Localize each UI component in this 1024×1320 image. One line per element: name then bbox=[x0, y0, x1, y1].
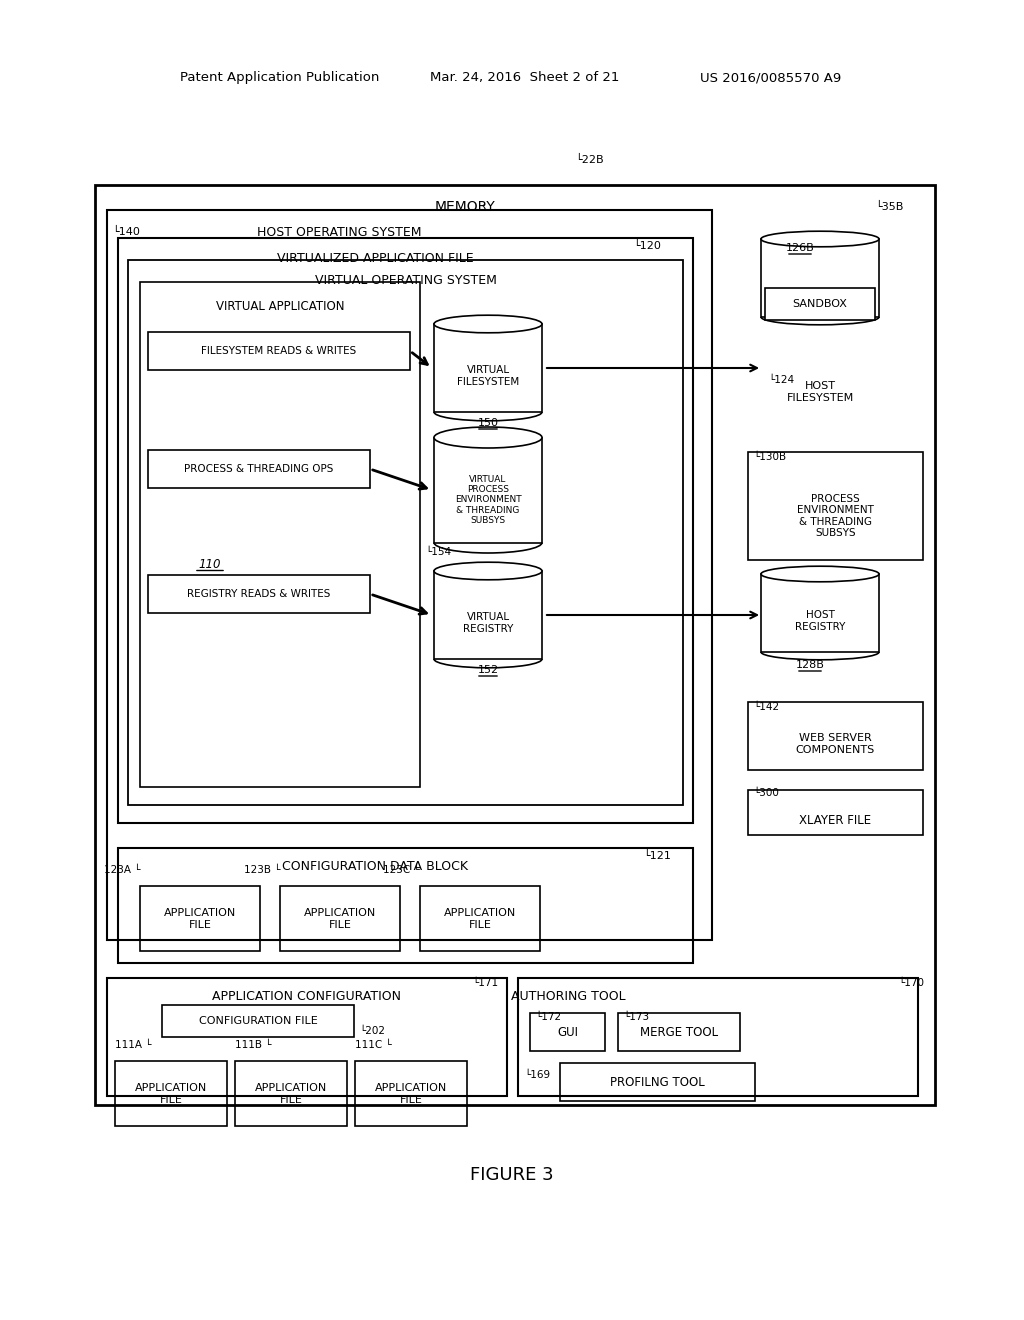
Text: VIRTUAL OPERATING SYSTEM: VIRTUAL OPERATING SYSTEM bbox=[314, 273, 497, 286]
Text: VIRTUAL
PROCESS
ENVIRONMENT
& THREADING
SUBSYS: VIRTUAL PROCESS ENVIRONMENT & THREADING … bbox=[455, 475, 521, 525]
Text: └124: └124 bbox=[768, 375, 795, 385]
Text: └154: └154 bbox=[425, 546, 452, 557]
Text: 123B └: 123B └ bbox=[244, 865, 280, 875]
Text: PROCESS & THREADING OPS: PROCESS & THREADING OPS bbox=[184, 465, 334, 474]
Text: FIGURE 3: FIGURE 3 bbox=[470, 1166, 554, 1184]
Ellipse shape bbox=[434, 315, 542, 333]
Text: APPLICATION
FILE: APPLICATION FILE bbox=[304, 908, 376, 929]
Ellipse shape bbox=[761, 231, 879, 247]
Text: FILESYSTEM READS & WRITES: FILESYSTEM READS & WRITES bbox=[202, 346, 356, 356]
Text: XLAYER FILE: XLAYER FILE bbox=[800, 814, 871, 828]
Text: HOST
REGISTRY: HOST REGISTRY bbox=[795, 610, 845, 632]
Text: 126B: 126B bbox=[785, 243, 814, 253]
Text: HOST
FILESYSTEM: HOST FILESYSTEM bbox=[786, 381, 854, 403]
Text: SANDBOX: SANDBOX bbox=[793, 300, 848, 309]
Bar bbox=[118, 238, 693, 822]
Text: Patent Application Publication: Patent Application Publication bbox=[180, 71, 379, 84]
Text: 152: 152 bbox=[477, 665, 499, 675]
Text: └300: └300 bbox=[753, 788, 779, 799]
Text: GUI: GUI bbox=[557, 1026, 578, 1039]
Bar bbox=[748, 702, 923, 770]
Bar bbox=[434, 572, 542, 659]
Bar bbox=[560, 1063, 755, 1101]
Bar bbox=[761, 239, 879, 317]
Bar bbox=[434, 323, 542, 412]
Bar bbox=[748, 451, 923, 560]
Text: └140: └140 bbox=[112, 227, 140, 238]
Bar bbox=[148, 333, 410, 370]
Text: 128B: 128B bbox=[796, 660, 824, 671]
Text: └173: └173 bbox=[623, 1012, 649, 1022]
Text: CONFIGURATION DATA BLOCK: CONFIGURATION DATA BLOCK bbox=[283, 859, 469, 873]
Bar bbox=[148, 576, 370, 612]
Ellipse shape bbox=[434, 426, 542, 447]
Text: REGISTRY READS & WRITES: REGISTRY READS & WRITES bbox=[187, 589, 331, 599]
Text: VIRTUALIZED APPLICATION FILE: VIRTUALIZED APPLICATION FILE bbox=[278, 252, 474, 264]
Bar bbox=[420, 886, 540, 950]
Text: VIRTUAL
FILESYSTEM: VIRTUAL FILESYSTEM bbox=[457, 366, 519, 387]
Bar bbox=[280, 886, 400, 950]
Bar bbox=[765, 288, 874, 319]
Bar bbox=[128, 260, 683, 805]
Text: VIRTUAL APPLICATION: VIRTUAL APPLICATION bbox=[216, 301, 344, 314]
Text: 110: 110 bbox=[199, 558, 221, 572]
Text: 111A └: 111A └ bbox=[115, 1040, 152, 1049]
Text: MERGE TOOL: MERGE TOOL bbox=[640, 1026, 718, 1039]
Bar bbox=[118, 847, 693, 964]
Text: └130B: └130B bbox=[753, 451, 786, 462]
Text: └202: └202 bbox=[359, 1026, 385, 1036]
Text: WEB SERVER
COMPONENTS: WEB SERVER COMPONENTS bbox=[796, 733, 876, 755]
Bar bbox=[115, 1061, 227, 1126]
Text: APPLICATION CONFIGURATION: APPLICATION CONFIGURATION bbox=[213, 990, 401, 1002]
Bar bbox=[162, 1005, 354, 1038]
Text: VIRTUAL
REGISTRY: VIRTUAL REGISTRY bbox=[463, 612, 513, 634]
Bar bbox=[106, 210, 712, 940]
Text: HOST OPERATING SYSTEM: HOST OPERATING SYSTEM bbox=[257, 226, 422, 239]
Text: MEMORY: MEMORY bbox=[434, 201, 496, 214]
Text: └121: └121 bbox=[643, 851, 671, 861]
Text: CONFIGURATION FILE: CONFIGURATION FILE bbox=[199, 1016, 317, 1026]
Bar bbox=[234, 1061, 347, 1126]
Bar bbox=[618, 1012, 740, 1051]
Ellipse shape bbox=[761, 566, 879, 582]
Bar bbox=[95, 185, 935, 1105]
Text: APPLICATION
FILE: APPLICATION FILE bbox=[375, 1084, 447, 1105]
Text: US 2016/0085570 A9: US 2016/0085570 A9 bbox=[700, 71, 842, 84]
Text: └35B: └35B bbox=[874, 202, 903, 213]
Text: AUTHORING TOOL: AUTHORING TOOL bbox=[511, 990, 626, 1002]
Text: └172: └172 bbox=[535, 1012, 561, 1022]
Bar bbox=[530, 1012, 605, 1051]
Text: 123A └: 123A └ bbox=[103, 865, 140, 875]
Text: └142: └142 bbox=[753, 702, 779, 711]
Text: 123C └: 123C └ bbox=[383, 865, 420, 875]
Text: 111C └: 111C └ bbox=[355, 1040, 392, 1049]
Text: └169: └169 bbox=[524, 1071, 550, 1080]
Text: └171: └171 bbox=[472, 978, 498, 987]
Ellipse shape bbox=[434, 562, 542, 579]
Bar bbox=[761, 574, 879, 652]
Bar bbox=[434, 437, 542, 543]
Text: APPLICATION
FILE: APPLICATION FILE bbox=[443, 908, 516, 929]
Bar bbox=[140, 282, 420, 787]
Bar bbox=[355, 1061, 467, 1126]
Text: 111B └: 111B └ bbox=[234, 1040, 271, 1049]
Text: 150: 150 bbox=[477, 418, 499, 428]
Bar bbox=[106, 978, 507, 1096]
Text: APPLICATION
FILE: APPLICATION FILE bbox=[255, 1084, 327, 1105]
Bar bbox=[748, 789, 923, 836]
Text: └22B: └22B bbox=[575, 154, 603, 165]
Bar bbox=[140, 886, 260, 950]
Text: PROFILNG TOOL: PROFILNG TOOL bbox=[610, 1076, 705, 1089]
Text: Mar. 24, 2016  Sheet 2 of 21: Mar. 24, 2016 Sheet 2 of 21 bbox=[430, 71, 620, 84]
Bar bbox=[148, 450, 370, 488]
Text: └170: └170 bbox=[898, 978, 924, 987]
Text: └120: └120 bbox=[633, 242, 660, 251]
Text: APPLICATION
FILE: APPLICATION FILE bbox=[135, 1084, 207, 1105]
Bar bbox=[518, 978, 918, 1096]
Text: APPLICATION
FILE: APPLICATION FILE bbox=[164, 908, 237, 929]
Text: PROCESS
ENVIRONMENT
& THREADING
SUBSYS: PROCESS ENVIRONMENT & THREADING SUBSYS bbox=[797, 494, 873, 539]
